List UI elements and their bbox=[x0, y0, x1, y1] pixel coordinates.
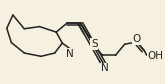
Text: O: O bbox=[133, 34, 141, 44]
Text: S: S bbox=[91, 39, 98, 49]
Text: N: N bbox=[101, 63, 109, 73]
Text: OH: OH bbox=[148, 51, 164, 61]
Text: N: N bbox=[66, 49, 74, 59]
